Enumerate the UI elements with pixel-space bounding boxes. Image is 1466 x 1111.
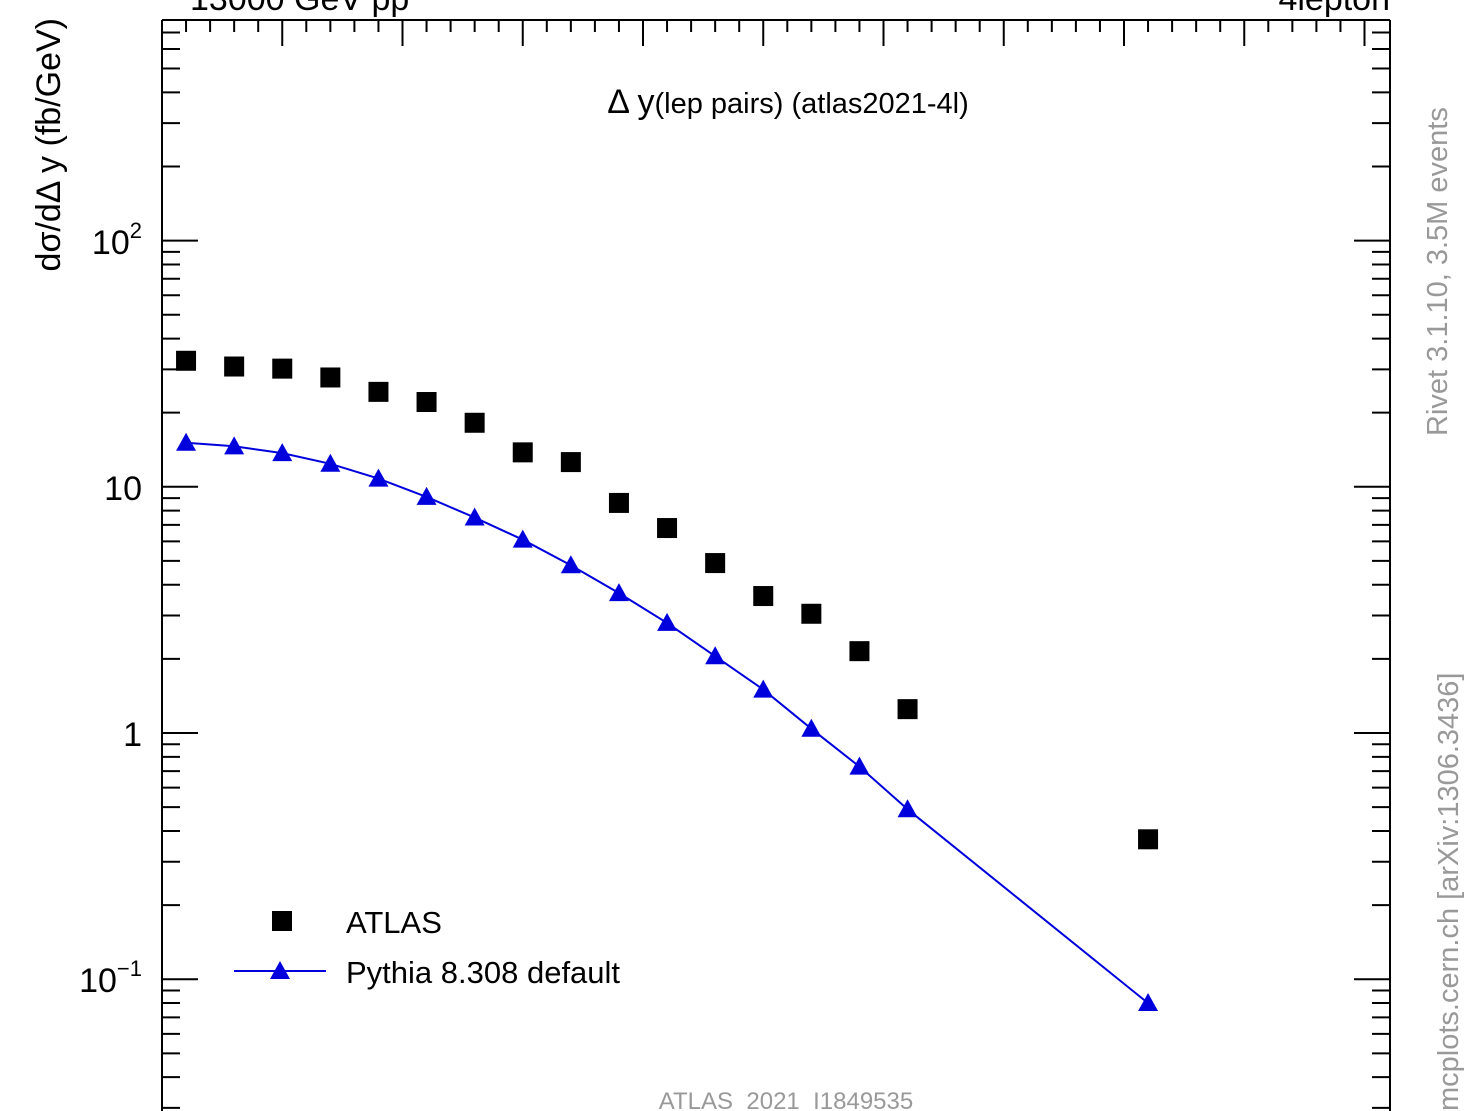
pythia-point: [608, 583, 629, 602]
atlas-point: [897, 699, 918, 720]
pythia-point: [464, 507, 485, 526]
y-tick-label-0.1: 10−1: [79, 956, 142, 1000]
atlas-point: [849, 641, 870, 662]
pythia-point: [272, 443, 293, 462]
atlas-point: [560, 452, 581, 473]
pythia-point: [753, 679, 774, 698]
pythia-point: [849, 756, 870, 775]
pythia-point: [801, 718, 822, 737]
pythia-point: [560, 555, 581, 574]
atlas-point: [512, 442, 533, 463]
chart-title: Δ y(lep pairs) (atlas2021-4l): [607, 83, 969, 121]
pythia-point: [705, 646, 726, 665]
atlas-point: [320, 367, 341, 388]
legend-marker-pythia: [270, 961, 290, 979]
pythia-point: [1138, 993, 1159, 1012]
series-atlas: [176, 350, 1159, 850]
pythia-point: [416, 486, 437, 505]
y-tick-label-10: 10: [104, 470, 142, 508]
atlas-point: [753, 586, 774, 607]
atlas-point: [608, 492, 629, 513]
plot-frame: [161, 19, 1391, 1111]
pythia-point: [320, 453, 341, 472]
y-axis-label: dσ/dΔ y (fb/GeV): [30, 18, 68, 271]
series-pythia: [176, 432, 1159, 1012]
header-right: 4lepton: [1278, 0, 1390, 18]
atlas-point: [801, 603, 822, 624]
legend: ATLAS Pythia 8.308 default: [234, 905, 620, 990]
header-left: 13000 GeV pp: [190, 0, 409, 18]
atlas-point: [416, 392, 437, 413]
atlas-point: [464, 412, 485, 433]
y-tick-labels: 102 10 1 10−1: [79, 218, 142, 1000]
pythia-point: [224, 436, 245, 455]
pythia-point: [897, 799, 918, 818]
x-axis-ticks: [161, 20, 1366, 46]
y-tick-label-100: 102: [92, 218, 142, 262]
analysis-footer: ATLAS_2021_I1849535: [659, 1088, 913, 1111]
atlas-point: [272, 358, 293, 379]
atlas-point: [368, 381, 389, 402]
y-tick-label-1: 1: [123, 716, 142, 754]
legend-label-atlas: ATLAS: [346, 905, 442, 940]
side-label-rivet: Rivet 3.1.10, 3.5M events: [1422, 107, 1454, 436]
legend-label-pythia: Pythia 8.308 default: [346, 955, 620, 990]
atlas-point: [176, 350, 197, 371]
atlas-point: [224, 356, 245, 377]
y-axis-ticks: [162, 31, 1390, 1109]
atlas-point: [705, 553, 726, 574]
atlas-point: [1138, 829, 1159, 850]
pythia-point: [512, 529, 533, 548]
legend-marker-atlas: [272, 911, 292, 931]
pythia-point: [657, 612, 678, 631]
side-label-mcplots: mcplots.cern.ch [arXiv:1306.3436]: [1433, 673, 1465, 1111]
pythia-point: [176, 432, 197, 451]
atlas-point: [657, 518, 678, 539]
pythia-point: [368, 468, 389, 487]
